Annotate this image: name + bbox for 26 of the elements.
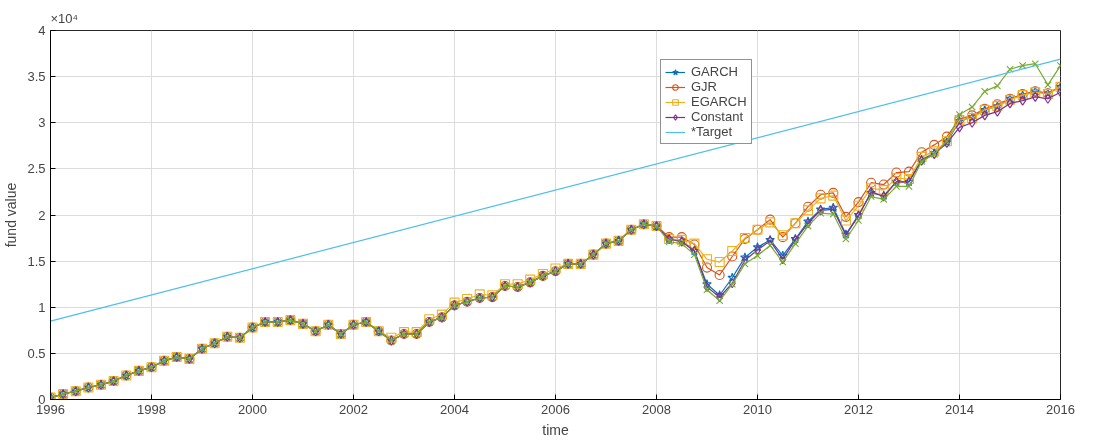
x-tick-label: 2002	[339, 401, 368, 417]
x-axis-title: time	[542, 421, 569, 438]
x-tick-label: 2014	[945, 401, 974, 417]
x-tick-label: 2010	[743, 401, 772, 417]
y-tick-label: 3	[38, 115, 46, 131]
x-tick-label: 2004	[440, 401, 469, 417]
text: ×10⁴	[50, 10, 79, 26]
x-tick-label: 2000	[238, 401, 267, 417]
x-tick-label: 2006	[541, 401, 570, 417]
y-tick-label: 2	[38, 207, 46, 223]
y-tick-label: 3.5	[27, 69, 46, 85]
legend-label: *Target	[691, 124, 733, 139]
y-tick-label: 0.5	[27, 345, 46, 361]
y-tick-label: 1.5	[27, 253, 46, 269]
x-tick-label: 2008	[642, 401, 671, 417]
legend-label: GARCH	[691, 64, 738, 79]
x-tick-label: 2012	[844, 401, 873, 417]
y-axis-title: fund value	[3, 182, 20, 248]
y-tick-label: 1	[38, 299, 46, 315]
legend-label: GJR	[691, 79, 717, 94]
x-tick-label: 2016	[1046, 401, 1075, 417]
y-tick-label: 4	[38, 23, 46, 38]
x-tick-label: 1998	[137, 401, 166, 417]
legend-label: EGARCH	[691, 94, 747, 109]
legend-label: Constant	[691, 109, 744, 124]
y-tick-label: 2.5	[27, 161, 46, 177]
